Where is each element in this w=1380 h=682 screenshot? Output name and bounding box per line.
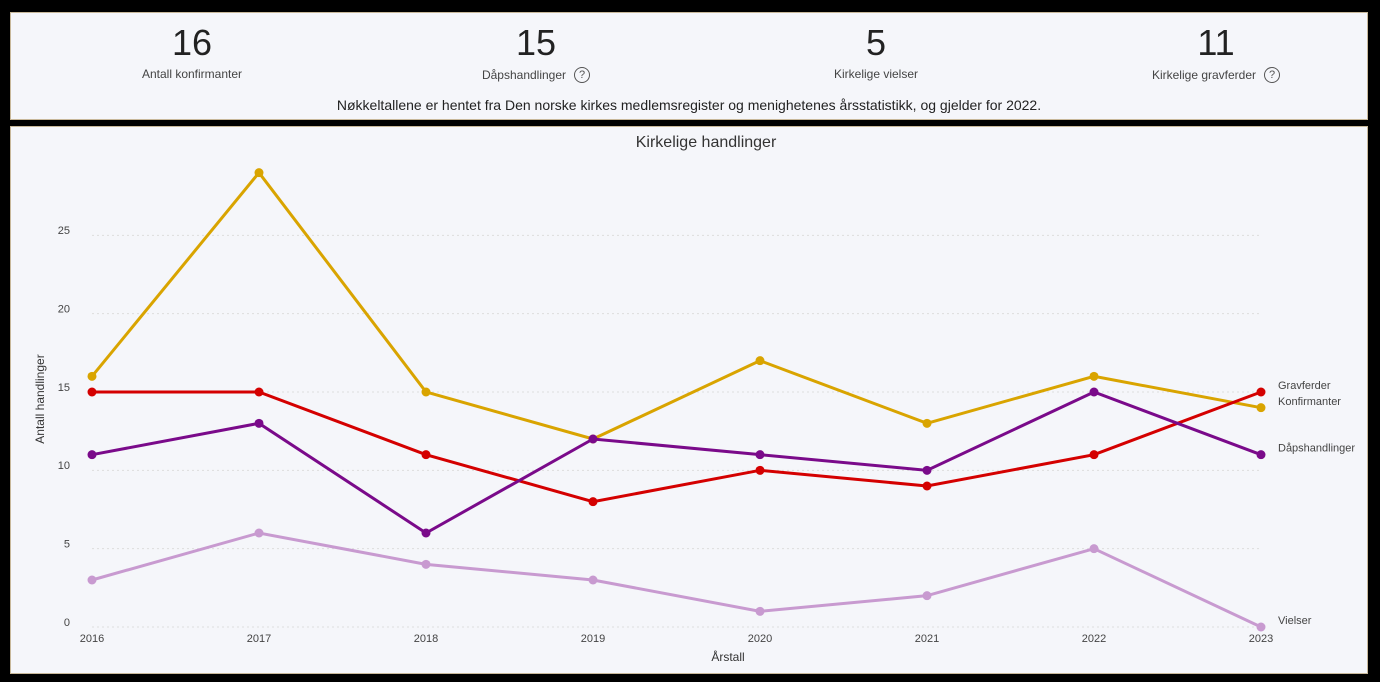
series-label: Dåpshandlinger (1278, 443, 1355, 455)
point (87, 371, 97, 381)
chart-title: Kirkelige handlinger (636, 134, 777, 151)
kpi-value: 15 (515, 22, 557, 63)
kpi-card: 15 Dåpshandlinger? (386, 23, 686, 84)
point (421, 559, 431, 569)
point (1089, 387, 1099, 397)
y-tick-label: 10 (58, 460, 70, 472)
point (1089, 544, 1099, 554)
help-icon[interactable]: ? (1264, 67, 1281, 83)
point (922, 481, 932, 491)
chart: Kirkelige handlinger Årstall Antall hand… (10, 126, 1368, 674)
point (421, 528, 431, 538)
point (922, 418, 932, 428)
x-axis-label: Årstall (711, 649, 744, 664)
point (1256, 403, 1266, 413)
kpi-label-row: Kirkelige vielser (834, 67, 918, 81)
y-tick-label: 25 (58, 225, 70, 237)
y-tick-label: 15 (58, 382, 70, 394)
point (254, 387, 264, 397)
kpi-card: 5 Kirkelige vielser (726, 23, 1026, 83)
point (588, 434, 598, 444)
kpi-label-row: Antall konfirmanter (142, 67, 242, 81)
point (588, 497, 598, 507)
x-tick-label: 2020 (748, 633, 772, 645)
kpi-card: 11 Kirkelige gravferder? (1066, 23, 1366, 84)
kpi-label-row: Kirkelige gravferder? (1151, 67, 1281, 83)
point (1089, 450, 1099, 460)
kpi-panel: 16 Antall konfirmanter 15 Dåpshandlinger? 5 K… (10, 12, 1368, 120)
point (87, 387, 97, 397)
line-series (91, 531, 1262, 629)
series-label: Gravferder (1278, 380, 1331, 392)
point (421, 450, 431, 460)
y-tick-label: 5 (64, 539, 70, 551)
x-tick-label: 2023 (1249, 633, 1273, 645)
x-tick-label: 2019 (581, 633, 605, 645)
y-tick-label: 0 (64, 617, 70, 629)
point (922, 465, 932, 475)
y-tick-label: 20 (58, 304, 70, 316)
point (254, 528, 264, 538)
kpi-label: Kirkelige vielser (833, 67, 919, 81)
kpi-label-row: Dåpshandlinger? (481, 67, 591, 83)
point (755, 356, 765, 366)
kpi-label: Antall konfirmanter (141, 67, 243, 81)
series-label: Konfirmanter (1278, 396, 1341, 408)
point (755, 450, 765, 460)
point (1256, 450, 1266, 460)
kpi-card: 16 Antall konfirmanter (42, 23, 342, 83)
point (1089, 371, 1099, 381)
x-tick-label: 2016 (80, 633, 104, 645)
point (588, 575, 598, 585)
point (922, 591, 932, 601)
point (87, 575, 97, 585)
point (254, 168, 264, 178)
y-axis-label: Antall handlinger (33, 354, 47, 443)
line-series (92, 390, 1262, 504)
kpi-value: 16 (171, 22, 213, 63)
kpi-value: 11 (1197, 22, 1235, 63)
point (1256, 387, 1266, 397)
x-tick-label: 2017 (247, 633, 271, 645)
kpi-value: 5 (865, 22, 887, 63)
point (755, 606, 765, 616)
x-tick-label: 2021 (915, 633, 939, 645)
x-tick-label: 2022 (1082, 633, 1106, 645)
kpi-label: Kirkelige gravferder (1151, 68, 1257, 82)
point (421, 387, 431, 397)
point (254, 418, 264, 428)
point (1256, 622, 1266, 632)
note: Nøkkeltallene er hentet fra Den norske k… (336, 97, 1042, 113)
point (755, 465, 765, 475)
help-icon[interactable]: ? (574, 67, 591, 83)
line-series (90, 170, 1262, 441)
x-tick-label: 2018 (414, 633, 438, 645)
line-series (91, 390, 1262, 535)
series-label: Vielser (1278, 615, 1312, 627)
kpi-label: Dåpshandlinger (481, 68, 567, 82)
point (87, 450, 97, 460)
